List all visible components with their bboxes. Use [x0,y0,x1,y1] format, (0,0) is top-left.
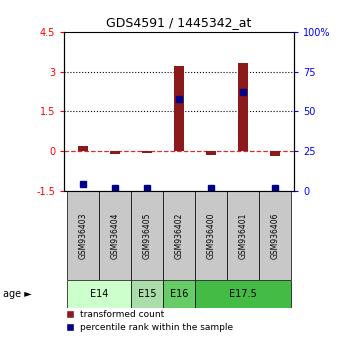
Bar [131,191,163,280]
Bar [174,66,184,151]
Bar [259,191,291,280]
Bar [238,63,248,151]
Text: age ►: age ► [3,289,32,299]
Text: E14: E14 [90,289,108,299]
Text: GSM936402: GSM936402 [175,212,184,259]
Text: E17.5: E17.5 [229,289,257,299]
Bar [67,280,131,308]
Text: E16: E16 [170,289,188,299]
Bar [99,191,131,280]
Bar [163,191,195,280]
Bar [163,280,195,308]
Bar [142,151,152,153]
Bar [195,280,291,308]
Text: GSM936405: GSM936405 [143,212,152,259]
Text: GSM936404: GSM936404 [111,212,120,259]
Bar [227,191,259,280]
Text: GSM936403: GSM936403 [79,212,88,259]
Text: E15: E15 [138,289,156,299]
Bar [206,151,216,155]
Bar [67,191,99,280]
Bar [131,280,163,308]
Text: GSM936406: GSM936406 [270,212,280,259]
Text: GSM936401: GSM936401 [239,212,247,259]
Title: GDS4591 / 1445342_at: GDS4591 / 1445342_at [106,16,252,29]
Legend: transformed count, percentile rank within the sample: transformed count, percentile rank withi… [67,310,233,332]
Text: GSM936400: GSM936400 [207,212,216,259]
Bar [110,151,120,154]
Bar [78,146,89,151]
Bar [270,151,280,156]
Bar [195,191,227,280]
